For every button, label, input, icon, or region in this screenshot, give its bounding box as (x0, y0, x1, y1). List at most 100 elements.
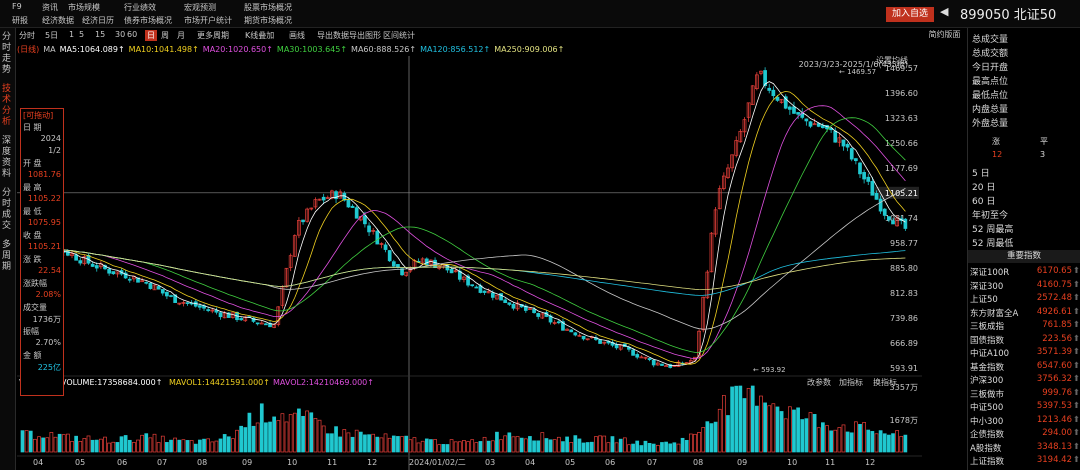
toolbar-item[interactable]: 导出图形 (349, 31, 381, 40)
toolbar-item[interactable]: 画线 (289, 31, 305, 40)
toolbar-item[interactable]: 区间统计 (383, 31, 415, 40)
back-arrow-icon[interactable]: ◀ (940, 5, 949, 18)
volume-bar (812, 414, 817, 453)
left-nav-item[interactable]: 技术分析 (2, 84, 12, 127)
date-axis-label: 09 (737, 458, 747, 467)
top-nav-item[interactable]: 资讯 (42, 3, 58, 12)
candle-body (854, 158, 858, 162)
top-nav-item[interactable]: 行业绩效 (124, 3, 156, 12)
index-row[interactable]: 上证指数 3194.42 ⬆ (970, 455, 1080, 468)
volume-tool-button[interactable]: 改参数 (807, 377, 831, 387)
volume-tool-button[interactable]: 加指标 (839, 377, 863, 387)
volume-bar (490, 440, 495, 453)
top-nav-item[interactable]: 股票市场概况 (244, 3, 292, 12)
index-row[interactable]: 中小300 1213.46 ⬆ (970, 415, 1080, 428)
volume-bar (870, 431, 875, 453)
volume-bar (882, 433, 887, 453)
info-open-label: 开 盘 (23, 159, 42, 168)
index-row[interactable]: 三板成指 761.85 ⬆ (970, 320, 1080, 333)
layout-toggle-button[interactable]: 简约版面 (928, 30, 961, 39)
index-row[interactable]: 中证A100 3571.39 ⬆ (970, 347, 1080, 360)
top-nav-item[interactable]: 宏观预测 (184, 3, 216, 12)
volume-bar (849, 432, 854, 453)
toolbar-item[interactable]: 更多周期 (197, 31, 229, 40)
candle-body (816, 123, 821, 127)
ma-period: (日线) (17, 45, 40, 54)
toolbar-item[interactable]: 5 (79, 30, 85, 39)
stock-name: 北证50 (1013, 8, 1057, 23)
add-watchlist-button[interactable]: 加入自选 (886, 7, 934, 22)
left-nav-item[interactable]: 多周期 (2, 240, 12, 272)
info-pct-label: 涨跌幅 (23, 279, 47, 288)
index-row[interactable]: 深证100R 6170.65 ⬆ (970, 266, 1080, 279)
candle-body (107, 268, 111, 274)
top-nav-item[interactable]: 经济日历 (82, 16, 114, 25)
top-nav-item[interactable]: F9 (12, 2, 22, 11)
volume-bar (416, 442, 421, 453)
date-axis-label: 07 (157, 458, 167, 467)
toolbar-item[interactable]: 日 (145, 30, 157, 41)
volume-bar (354, 429, 359, 453)
volume-bar (107, 442, 111, 453)
index-row[interactable]: 企债指数 294.00 ⬆ (970, 428, 1080, 441)
toolbar-item[interactable]: 60 (127, 30, 138, 39)
ma-settings-link[interactable]: 设置均线 (876, 56, 908, 65)
toolbar-item[interactable]: 15 (95, 30, 106, 39)
volume-bar (598, 435, 602, 453)
bar-info-box[interactable]: [可拖动] 日 期 2024 1/2 开 盘 1081.76 最 高 1105.… (20, 108, 64, 396)
top-nav-item[interactable]: 经济数据 (42, 16, 74, 25)
volume-bar (767, 405, 772, 453)
volume-bar (391, 435, 396, 453)
volume-bar (363, 434, 367, 453)
candle-body (849, 148, 854, 160)
volume-bar (24, 430, 29, 453)
index-row[interactable]: 沪深300 3756.32 ⬆ (970, 374, 1080, 387)
top-nav-item[interactable]: 研报 (12, 16, 28, 25)
index-row[interactable]: 东方财富全A 4926.61 ⬆ (970, 307, 1080, 320)
left-nav-item[interactable]: 分时成交 (2, 188, 12, 231)
index-row[interactable]: 基金指数 6547.60 ⬆ (970, 361, 1080, 374)
toolbar-item[interactable]: 月 (177, 31, 185, 40)
index-row[interactable]: 国债指数 223.56 ⬆ (970, 334, 1080, 347)
candle-body (697, 330, 701, 357)
index-row[interactable]: 中证500 5397.53 ⬆ (970, 401, 1080, 414)
toolbar-item[interactable]: K线叠加 (245, 31, 275, 40)
index-name: 上证指数 (970, 457, 1005, 467)
info-close-value: 1105.21 (27, 242, 61, 251)
volume-bar (367, 434, 371, 453)
index-row[interactable]: 上证50 2572.48 ⬆ (970, 293, 1080, 306)
toolbar-item[interactable]: 导出数据 (317, 31, 349, 40)
candle-body (325, 197, 330, 199)
volume-bar (837, 427, 842, 453)
index-row[interactable]: 三板做市 999.76 ⬆ (970, 388, 1080, 401)
toolbar-item[interactable]: 1 (69, 30, 75, 39)
volume-axis-label: 3357万 (890, 383, 918, 392)
info-drag-label: [可拖动] (23, 111, 54, 120)
kline-chart[interactable]: 1469.571396.601323.631250.661177.691104.… (17, 56, 922, 470)
index-row[interactable]: A股指数 3348.13 ⬆ (970, 442, 1080, 455)
toolbar-item[interactable]: 5日 (45, 31, 59, 40)
volume-bar (660, 442, 664, 453)
toolbar-item[interactable]: 分时 (19, 31, 35, 40)
top-nav-item[interactable]: 债券市场概况 (124, 16, 172, 25)
volume-bar (317, 419, 322, 453)
left-nav-item[interactable]: 分时走势 (2, 32, 12, 75)
top-nav-item[interactable]: 市场规模 (68, 3, 100, 12)
candle-body (165, 291, 169, 297)
index-name: 中证500 (970, 403, 1004, 413)
info-pct-value: 2.08% (35, 290, 61, 299)
volume-tool-button[interactable]: 换指标 (873, 377, 897, 387)
index-arrow-icon: ⬆ (1072, 347, 1080, 357)
toolbar-item[interactable]: 30 (115, 30, 126, 39)
left-nav-item[interactable]: 深度资料 (2, 136, 12, 179)
candle-body (90, 263, 95, 267)
stat-label: 总成交额 (972, 49, 1009, 59)
volume-bar (305, 410, 310, 453)
volume-bar (606, 442, 611, 453)
volume-bar (297, 408, 301, 453)
top-nav-item[interactable]: 期货市场概况 (244, 16, 292, 25)
volume-bar (643, 440, 648, 453)
index-row[interactable]: 深证300 4160.75 ⬆ (970, 280, 1080, 293)
toolbar-item[interactable]: 周 (161, 31, 169, 40)
top-nav-item[interactable]: 市场开户统计 (184, 16, 232, 25)
